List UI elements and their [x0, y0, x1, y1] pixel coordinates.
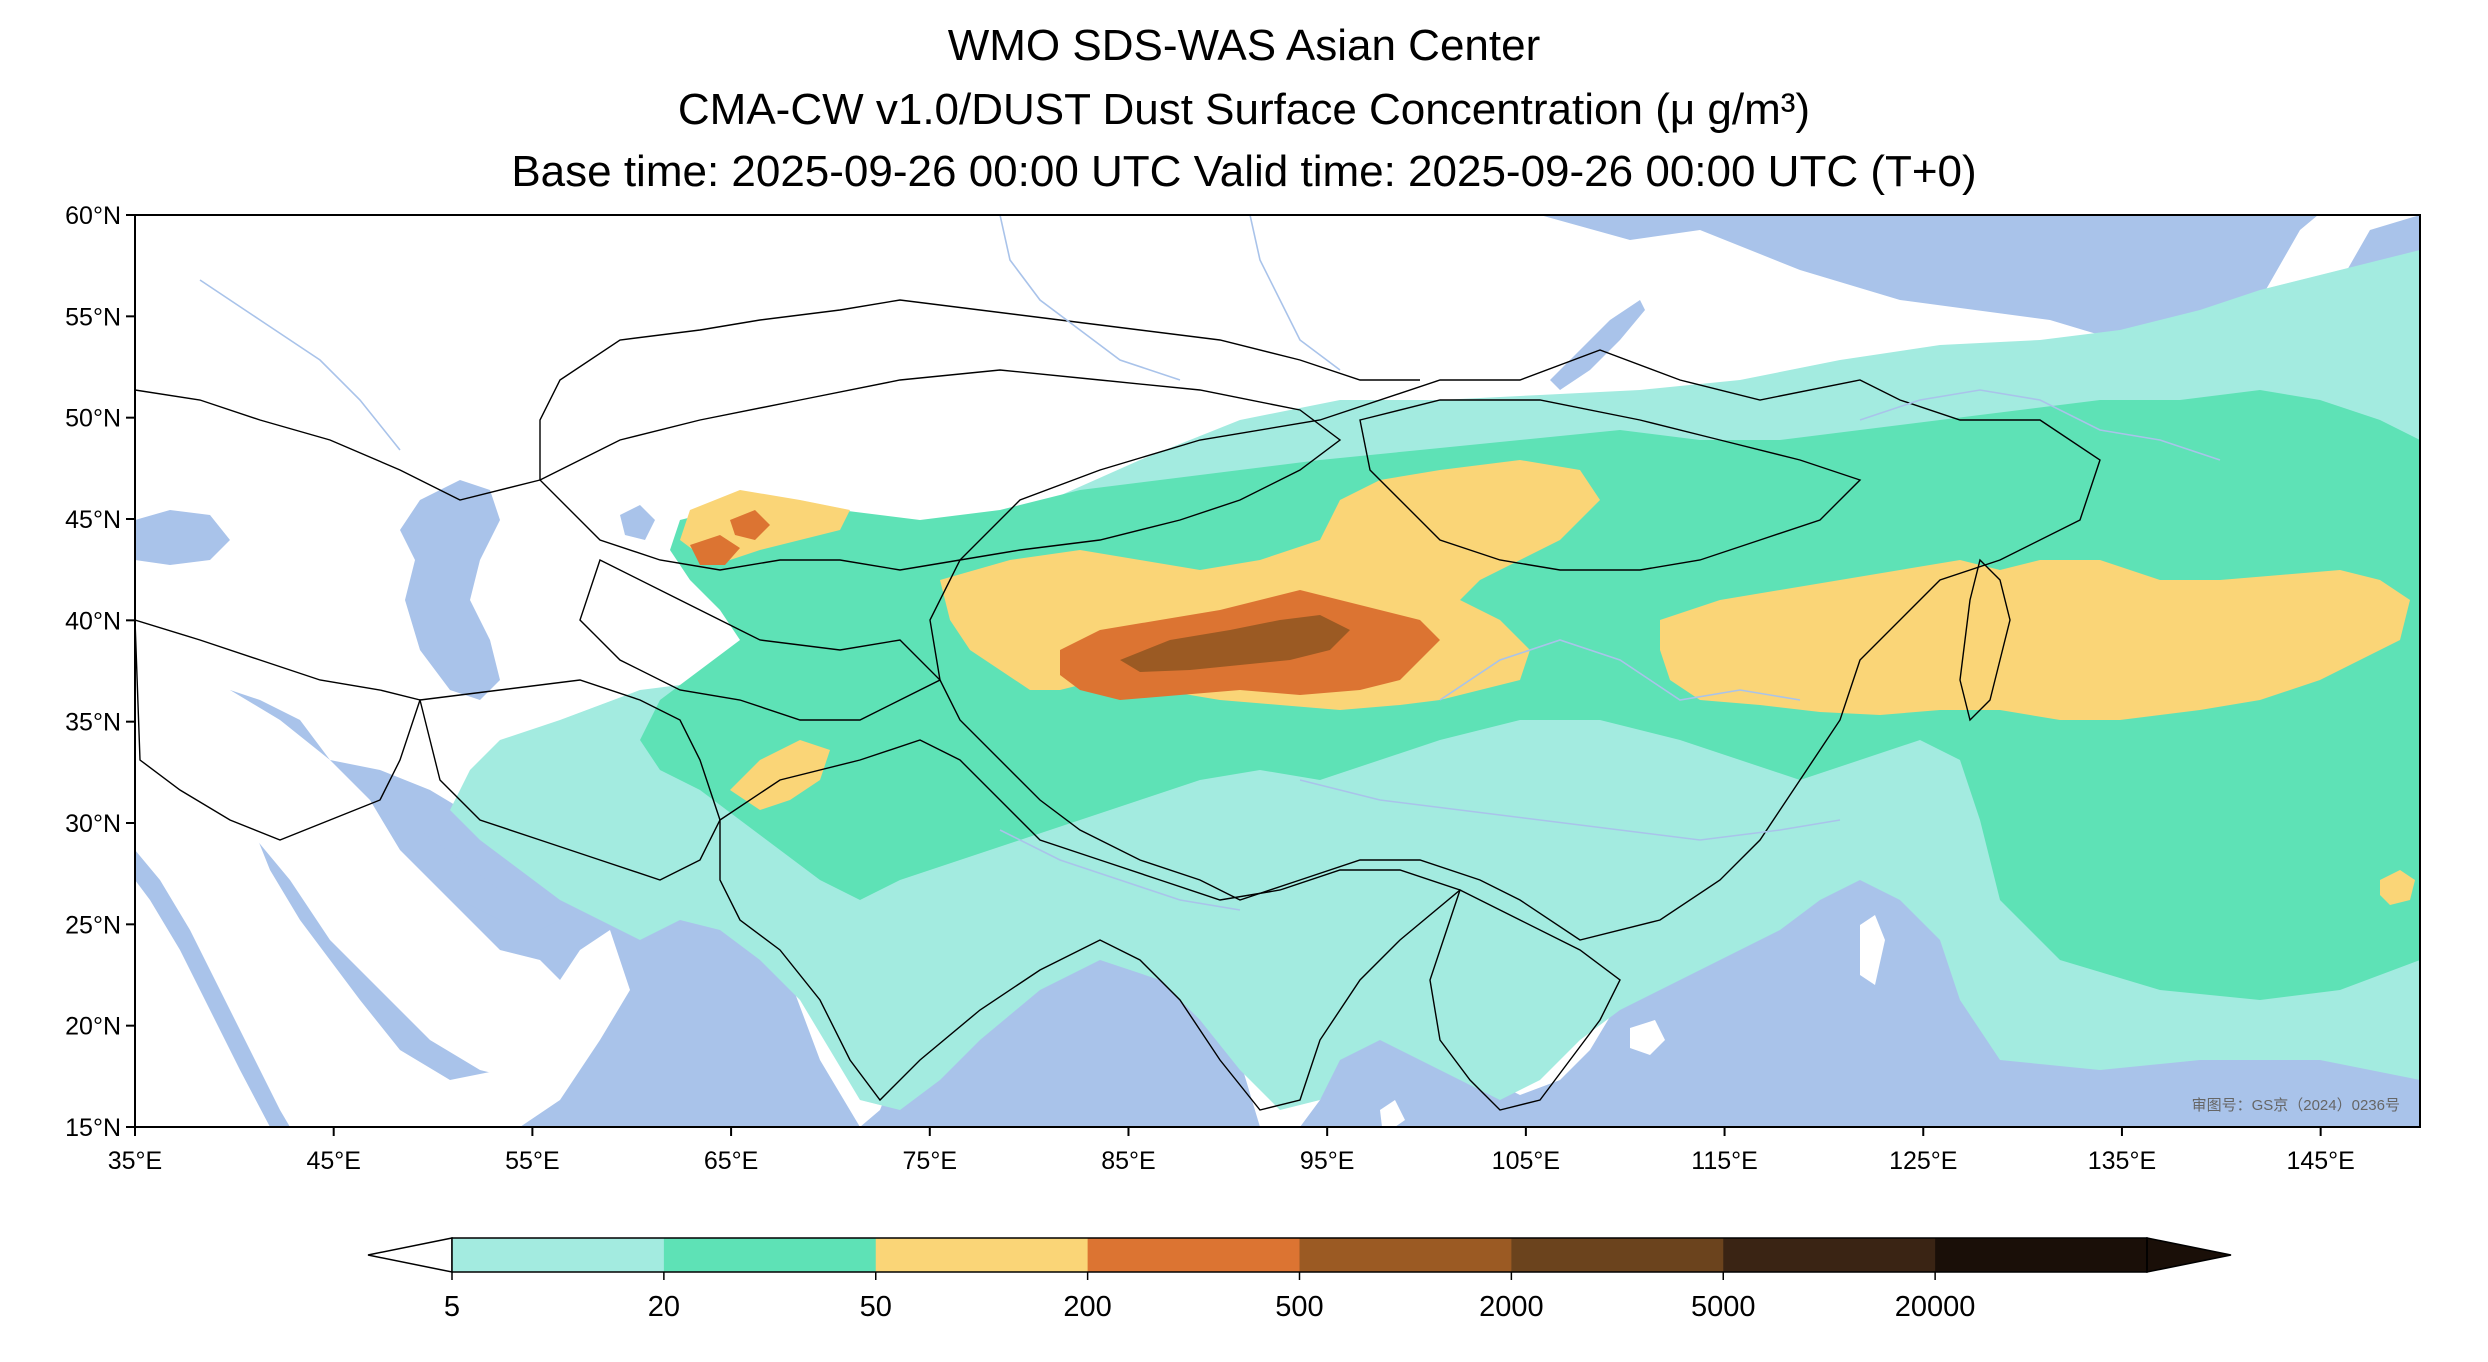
central-asia-border — [579, 559, 942, 721]
lat-tick-label: 35°N — [65, 709, 121, 737]
river-yenisei — [1249, 215, 1341, 371]
black-sea — [135, 510, 230, 565]
rivers — [199, 215, 2221, 911]
colorbar-over-extension — [2146, 1237, 2232, 1273]
colorbar-segment — [1723, 1238, 1936, 1272]
colorbar-segment — [452, 1238, 665, 1272]
lat-tick-label: 45°N — [65, 506, 121, 534]
kazakhstan-border — [538, 369, 1342, 571]
colorbar-segment — [1087, 1238, 1300, 1272]
plot-frame — [134, 214, 2421, 1128]
lat-tick-label: 40°N — [65, 607, 121, 635]
dust-level-50-200-east — [1660, 560, 2410, 720]
lon-tick-label: 45°E — [306, 1147, 360, 1175]
lon-tick-label: 55°E — [505, 1147, 559, 1175]
lon-tick-label: 85°E — [1101, 1147, 1155, 1175]
river-volga — [199, 279, 401, 451]
lat-tick-label: 50°N — [65, 405, 121, 433]
lon-tick-label: 125°E — [1889, 1147, 1957, 1175]
arabian-peninsula — [135, 650, 580, 1080]
colorbar-segment — [1299, 1238, 1512, 1272]
longitude-axis: 35°E 45°E 55°E 65°E 75°E 85°E 95°E 105°E 115°E 12… — [108, 1127, 2355, 1175]
lon-tick-label: 135°E — [2088, 1147, 2156, 1175]
indochina-border — [1429, 889, 1621, 1111]
colorbar-tick-label: 5000 — [1691, 1291, 1756, 1323]
inland-water — [135, 300, 1645, 1127]
lon-tick-label: 75°E — [903, 1147, 957, 1175]
colorbar: 5 20 50 200 500 2000 5000 20000 — [367, 1237, 2232, 1323]
colorbar-tick-label: 500 — [1275, 1291, 1323, 1323]
dust-level-500-2000-core — [1120, 615, 1350, 672]
river-amur — [1859, 389, 2221, 461]
political-borders — [135, 299, 2101, 1111]
hainan — [1630, 1020, 1665, 1055]
colorbar-tick-label: 2000 — [1479, 1291, 1544, 1323]
russia-europe-border — [135, 299, 1420, 501]
dust-level-200-500-west — [690, 535, 740, 565]
colorbar-under-extension — [367, 1237, 453, 1273]
map-title: WMO SDS-WAS Asian Center — [947, 21, 1541, 70]
china-border — [929, 349, 2101, 941]
lat-tick-label: 30°N — [65, 810, 121, 838]
latitude-axis: 60°N 55°N 50°N 45°N 40°N 35°N 30°N 25°N 20°N 15°N — [65, 202, 135, 1142]
lon-tick-label: 145°E — [2286, 1147, 2354, 1175]
map-subtitle: CMA-CW v1.0/DUST Dust Surface Concentrat… — [677, 85, 1811, 134]
lat-tick-label: 60°N — [65, 202, 121, 230]
lat-tick-label: 20°N — [65, 1013, 121, 1041]
lon-tick-label: 105°E — [1492, 1147, 1560, 1175]
map-approval-watermark: 审图号：GS京（2024）0236号 — [2192, 1097, 2400, 1114]
red-sea — [135, 850, 290, 1127]
taiwan — [1860, 915, 1885, 985]
colorbar-segment — [1511, 1238, 1724, 1272]
time-info: Base time: 2025-09-26 00:00 UTC Valid ti… — [511, 147, 1977, 196]
colorbar-tick-label: 50 — [860, 1291, 892, 1323]
aral-sea — [620, 505, 655, 540]
river-yangtze — [1299, 779, 1841, 841]
dust-level-50-200-east-sea — [2380, 870, 2415, 905]
sri-lanka — [1380, 1100, 1405, 1127]
lon-tick-label: 115°E — [1691, 1147, 1758, 1175]
korea-border — [1959, 558, 2011, 722]
lon-tick-label: 95°E — [1300, 1147, 1354, 1175]
colorbar-segment — [875, 1238, 1089, 1272]
dust-level-200-500-kazakh — [730, 510, 770, 540]
lake-baikal — [1550, 300, 1645, 390]
africa-land — [135, 690, 320, 1127]
lat-tick-label: 15°N — [65, 1114, 121, 1142]
river-ob — [999, 215, 1181, 381]
lat-tick-label: 55°N — [65, 303, 121, 331]
colorbar-tick-label: 200 — [1063, 1291, 1111, 1323]
iran-border — [419, 679, 721, 881]
middle-east-border — [135, 619, 421, 841]
lon-tick-label: 35°E — [108, 1147, 162, 1175]
colorbar-tick-label: 20000 — [1895, 1291, 1976, 1323]
mongolia-border — [1359, 399, 1862, 571]
lon-tick-label: 65°E — [704, 1147, 758, 1175]
map-area: 审图号：GS京（2024）0236号 — [135, 215, 2420, 1127]
persian-gulf — [420, 830, 560, 930]
river-ganges — [999, 829, 1241, 911]
colorbar-segment — [1935, 1238, 2148, 1272]
lat-tick-label: 25°N — [65, 911, 121, 939]
river-yellow — [1439, 639, 1801, 701]
colorbar-tick-label: 20 — [648, 1291, 680, 1323]
colorbar-tick-label: 5 — [444, 1291, 460, 1323]
caspian-sea — [400, 480, 500, 700]
dust-level-50-200-afghan — [730, 740, 830, 810]
colorbar-segment — [663, 1238, 877, 1272]
south-asia-border — [719, 739, 1462, 1111]
